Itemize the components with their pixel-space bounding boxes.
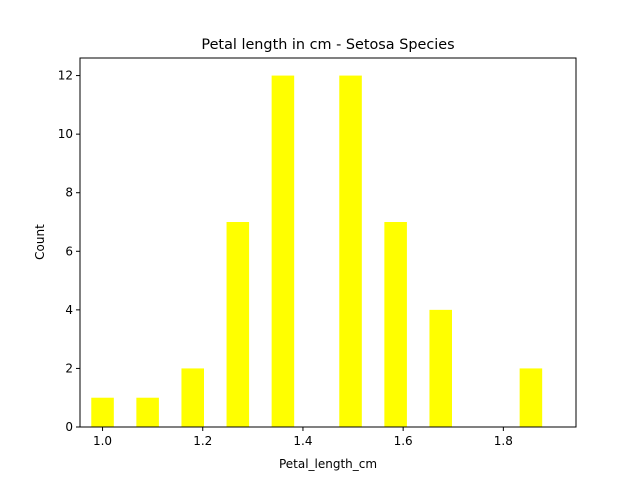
plot-frame	[79, 57, 577, 428]
x-tick-label: 1.0	[93, 434, 112, 448]
x-tick-label: 1.6	[394, 434, 413, 448]
x-tick-label: 1.8	[494, 434, 513, 448]
y-tick-label: 8	[65, 186, 73, 200]
x-axis-label: Petal_length_cm	[279, 457, 377, 471]
histogram-bar	[519, 368, 543, 427]
y-tick-label: 12	[58, 69, 73, 83]
histogram-bar	[226, 222, 250, 427]
x-tick-label: 1.2	[193, 434, 212, 448]
histogram-bar	[339, 75, 362, 428]
y-tick-label: 0	[65, 420, 73, 434]
bars-group	[91, 75, 543, 428]
x-tick-label: 1.4	[293, 434, 312, 448]
y-tick-label: 10	[58, 127, 73, 141]
y-axis-label: Count	[33, 224, 47, 260]
y-tick-label: 2	[65, 361, 73, 375]
y-tick-label: 4	[65, 303, 73, 317]
histogram-bar	[136, 397, 159, 427]
y-axis-ticks: 0 2 4 6 8 10 12	[58, 69, 80, 434]
histogram-bar	[181, 368, 204, 427]
histogram-bar	[429, 309, 452, 427]
histogram-bar	[271, 75, 295, 428]
histogram-bar	[384, 222, 407, 427]
x-axis-ticks: 1.0 1.2 1.4 1.6 1.8	[93, 427, 513, 448]
y-tick-label: 6	[65, 244, 73, 258]
chart-title: Petal length in cm - Setosa Species	[201, 37, 454, 53]
histogram-bar	[91, 397, 114, 427]
